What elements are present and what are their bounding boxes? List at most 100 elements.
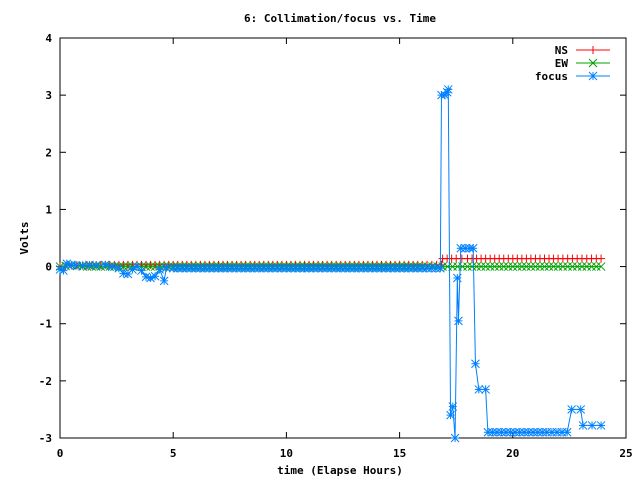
data-point (345, 263, 355, 273)
legend-marker (589, 46, 597, 54)
data-point (526, 262, 536, 271)
data-point (91, 261, 101, 270)
data-point (494, 262, 504, 271)
legend-marker (588, 71, 598, 81)
data-point (481, 262, 490, 271)
data-point (214, 263, 223, 273)
data-point (531, 262, 540, 271)
data-point (485, 262, 495, 271)
y-tick-label: -2 (39, 375, 52, 388)
data-point (443, 85, 453, 94)
data-point (155, 265, 164, 274)
data-point (503, 262, 513, 271)
data-point (340, 263, 350, 273)
data-point (123, 269, 133, 279)
x-tick-label: 15 (393, 447, 406, 460)
data-point (107, 262, 117, 271)
y-tick-label: 0 (45, 261, 52, 274)
data-point (481, 385, 490, 394)
data-point (435, 263, 445, 273)
data-point (59, 266, 68, 275)
x-tick-label: 10 (280, 447, 293, 460)
legend-marker (588, 58, 598, 68)
data-point (295, 263, 305, 273)
data-point (404, 263, 414, 273)
y-tick-label: 2 (45, 146, 52, 159)
data-point (349, 263, 359, 273)
data-point (508, 262, 518, 271)
x-tick-label: 20 (506, 447, 519, 460)
y-tick-label: -1 (39, 318, 53, 331)
data-point (517, 262, 527, 271)
y-tick-label: 4 (45, 32, 52, 45)
y-tick-label: -3 (39, 432, 52, 445)
series-focus (55, 85, 606, 443)
data-point (372, 263, 382, 273)
x-tick-label: 25 (619, 447, 632, 460)
data-point (454, 316, 463, 326)
data-point (587, 421, 597, 430)
data-point (259, 263, 269, 273)
data-point (471, 359, 480, 369)
data-point (540, 262, 549, 271)
data-point (452, 273, 462, 283)
data-point (535, 262, 545, 271)
data-point (150, 271, 160, 281)
data-point (277, 263, 287, 273)
data-point (268, 263, 278, 273)
y-axis-label: Volts (18, 221, 31, 254)
legend-label-focus: focus (535, 70, 568, 83)
data-point (567, 405, 577, 414)
data-point (468, 243, 478, 253)
data-point (512, 262, 522, 271)
axis-ticks: 0 5 10 15 20 25 -3 -2 -1 0 1 2 3 4 (39, 32, 633, 460)
data-point (191, 263, 201, 273)
chart-title: 6: Collimation/focus vs. Time (244, 12, 436, 25)
data-point (522, 262, 531, 271)
legend-label-ew: EW (555, 57, 569, 70)
data-point (390, 263, 400, 273)
data-point (368, 263, 377, 273)
data-point (71, 261, 81, 270)
legend-label-ns: NS (555, 44, 568, 57)
x-tick-label: 0 (57, 447, 64, 460)
data-point (549, 262, 558, 271)
data-point (490, 262, 500, 271)
data-point (162, 263, 171, 273)
data-point (576, 405, 586, 414)
x-tick-label: 5 (170, 447, 177, 460)
data-point (159, 276, 169, 286)
y-tick-label: 1 (45, 203, 52, 216)
data-point (578, 421, 588, 430)
series-layer (55, 85, 606, 443)
data-point (450, 433, 460, 443)
y-tick-label: 3 (45, 89, 52, 102)
data-point (596, 421, 606, 430)
data-point (78, 261, 87, 270)
data-point (304, 263, 314, 273)
data-point (463, 262, 472, 271)
data-point (200, 263, 210, 273)
data-point (488, 427, 497, 437)
data-point (137, 266, 146, 275)
data-point (596, 262, 606, 271)
data-point (467, 262, 477, 271)
data-point (446, 410, 455, 420)
data-point (146, 262, 155, 271)
data-point (100, 260, 110, 270)
plot-frame (59, 37, 627, 439)
data-point (499, 262, 509, 271)
data-point (448, 402, 458, 411)
x-axis-label: time (Elapse Hours) (277, 464, 403, 477)
data-point (177, 263, 187, 273)
data-point (282, 263, 291, 273)
data-point (474, 385, 484, 394)
data-point (250, 263, 260, 273)
data-point (562, 427, 572, 437)
data-point (196, 263, 205, 273)
data-point (417, 263, 427, 273)
data-point (476, 262, 486, 271)
data-point (85, 260, 94, 270)
